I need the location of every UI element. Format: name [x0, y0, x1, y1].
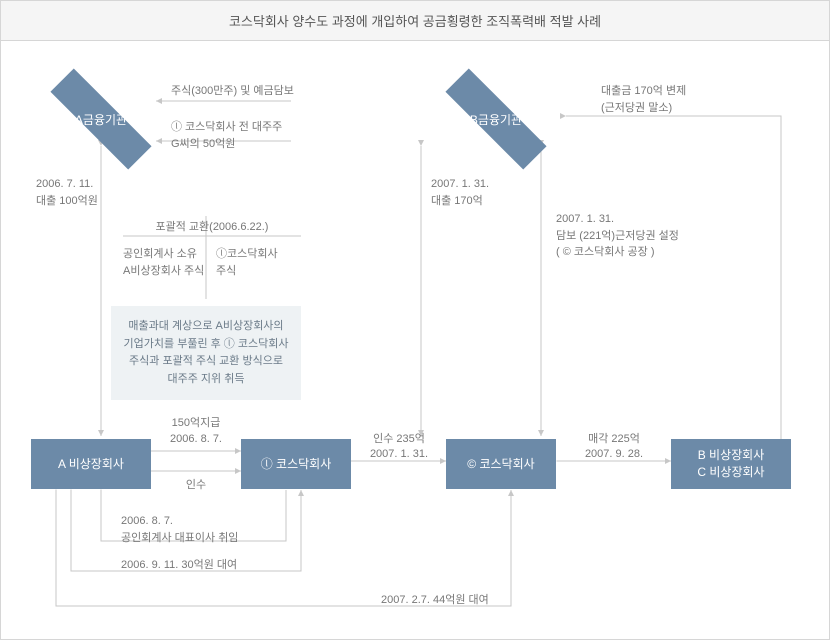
lbl-loan100: 2006. 7. 11.대출 100억원 — [36, 176, 98, 209]
lbl-loan30: 2006. 9. 11. 30억원 대여 — [121, 557, 237, 574]
diagram-title: 코스닥회사 양수도 과정에 개입하여 공금횡령한 조직폭력배 적발 사례 — [1, 1, 829, 41]
lbl-ceo: 2006. 8. 7.공인회계사 대표이사 취임 — [121, 513, 238, 546]
lbl-acq: 인수 — [156, 477, 236, 494]
node-company-bc: B 비상장회사C 비상장회사 — [671, 439, 791, 489]
note-box: 매출과대 계상으로 A비상장회사의기업가치를 부풀린 후 ⓛ 코스닥회사주식과 … — [111, 306, 301, 400]
lbl-relief: 대출금 170억 변제(근저당권 말소) — [601, 83, 686, 116]
lbl-swap: 포괄적 교환(2006.6.22.) — [123, 219, 301, 236]
lbl-235-bot: 2007. 1. 31. — [353, 446, 445, 463]
lbl-150-top: 150억지급 — [156, 415, 236, 432]
lbl-stock-deposit: 주식(300만주) 및 예금담보 — [171, 83, 294, 100]
lbl-g-owner: ⓛ 코스닥회사 전 대주주G씨의 50억원 — [171, 119, 282, 152]
node-company-c: © 코스닥회사 — [446, 439, 556, 489]
node-fin-a: A금융기관 — [46, 89, 156, 149]
lbl-225-bot: 2007. 9. 28. — [559, 446, 669, 463]
node-fin-b: B금융기관 — [441, 89, 551, 149]
node-company-a: A 비상장회사 — [31, 439, 151, 489]
lbl-swap-left: 공인회계사 소유A비상장회사 주식 — [123, 246, 204, 279]
lbl-150-bot: 2006. 8. 7. — [156, 431, 236, 448]
lbl-collat: 2007. 1. 31.담보 (221억)근저당권 설정( © 코스닥회사 공장… — [556, 211, 679, 261]
lbl-swap-right: ⓛ코스닥회사주식 — [216, 246, 278, 279]
lbl-loan44: 2007. 2.7. 44억원 대여 — [381, 592, 489, 609]
diagram-frame: 코스닥회사 양수도 과정에 개입하여 공금횡령한 조직폭력배 적발 사례 — [0, 0, 830, 640]
diagram-canvas: A금융기관 B금융기관 A 비상장회사 ⓛ 코스닥회사 © 코스닥회사 B 비상… — [1, 41, 830, 641]
node-company-l: ⓛ 코스닥회사 — [241, 439, 351, 489]
lbl-loan170: 2007. 1. 31.대출 170억 — [431, 176, 489, 209]
